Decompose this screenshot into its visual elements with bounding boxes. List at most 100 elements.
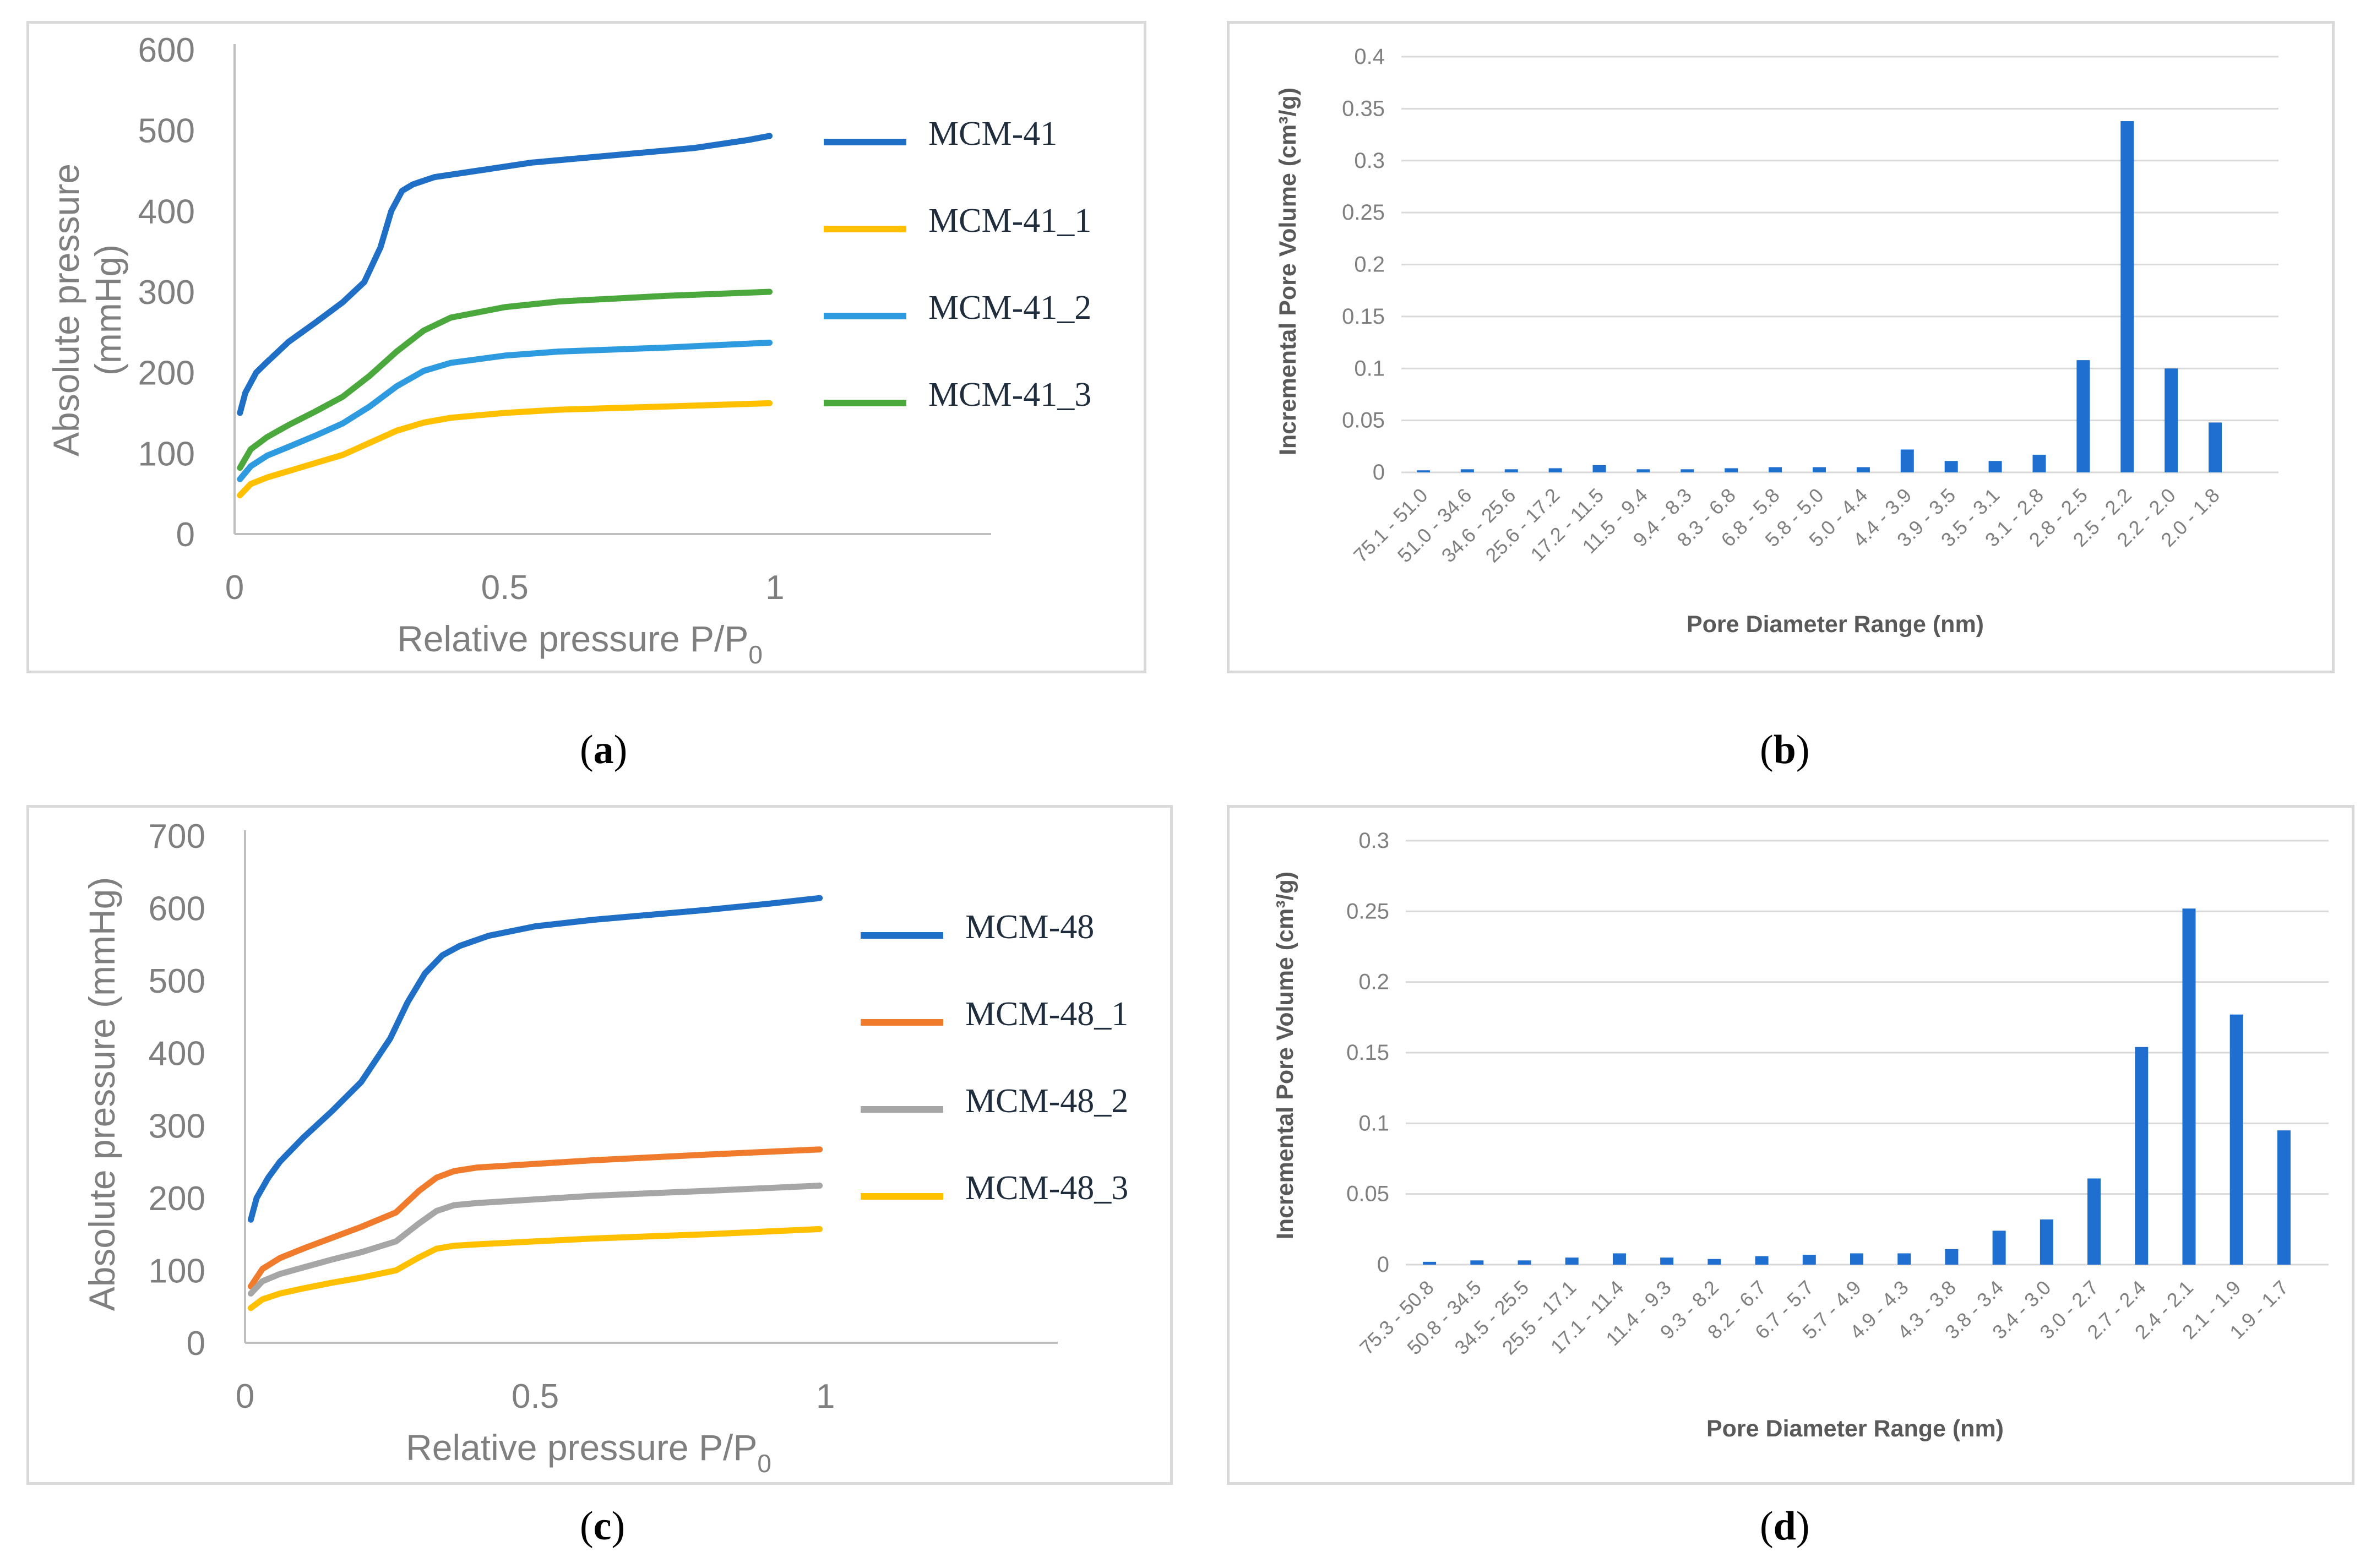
x-axis-title: Pore Diameter Range (nm) [1687,611,1984,638]
bar-3.4-3.0 [2040,1219,2053,1265]
bar-50.8-34.5 [1470,1260,1484,1265]
bar-34.6-25.6 [1504,469,1518,472]
y-tick-label: 0.2 [1358,970,1389,994]
series-line-mcm-41_3 [237,288,773,471]
bar-6.7-5.7 [1802,1255,1816,1265]
bar-11.5-9.4 [1636,469,1650,472]
legend-label-mcm-41_1: MCM-41_1 [928,202,1091,239]
x-tick-label: 1 [765,569,784,607]
x-axis-title-subscript: 0 [757,1449,771,1478]
y-tick-label: 0.4 [1354,45,1385,69]
y-axis-title: Incremental Pore Volume (cm³/g) [1275,88,1301,455]
y-axis-title-line: (mmHg) [88,244,128,375]
series-line-mcm-41 [237,133,773,416]
y-tick-label: 0 [1373,460,1385,484]
series-line-mcm-41_1 [237,400,773,499]
legend-label-mcm-41_3: MCM-41_3 [928,376,1091,413]
bar-4.3-3.8 [1945,1249,1959,1265]
bar-9.4-8.3 [1681,469,1694,472]
bar-2.7-2.4 [2135,1047,2149,1265]
caption-c: (c) [580,1504,626,1549]
y-tick-label: 0.15 [1342,304,1385,329]
series-line-mcm-48_2 [248,1183,823,1297]
bar-3.1-2.8 [2032,454,2046,472]
y-tick-label: 0.25 [1346,899,1389,923]
y-tick-label: 200 [149,1180,205,1218]
y-tick-label: 600 [149,890,205,928]
chart-c-svg: 0 100 200 300 400 500 600 700 0 0.5 1 Relative pres… [81,818,1128,1478]
bar-1.9-1.7 [2277,1130,2291,1265]
bar-2.4-2.1 [2182,908,2196,1265]
bar-9.3-8.2 [1707,1259,1721,1265]
bar-5.8-5.0 [1813,467,1826,472]
legend-label-mcm-48_3: MCM-48_3 [965,1169,1128,1207]
y-tick-label: 0.15 [1346,1041,1389,1065]
x-axis-title: Relative pressure P/P0 [406,1427,771,1478]
bar-5.0-4.4 [1856,467,1870,472]
series-line-mcm-48_1 [248,1146,823,1289]
bar-2.0-1.8 [2209,422,2222,472]
caption-b: (b) [1760,727,1810,772]
bar-8.2-6.7 [1755,1256,1769,1265]
bar-11.4-9.3 [1660,1257,1674,1265]
chart-b-svg: 00.050.10.150.20.250.30.350.475.1 - 51.0… [1275,45,2278,638]
series-line-mcm-48_3 [248,1226,823,1311]
legend-label-mcm-48_1: MCM-48_1 [965,995,1128,1033]
y-tick-label: 0.3 [1354,149,1385,173]
y-tick-label: 0.3 [1358,829,1389,853]
y-axis-title-line: Absolute pressure [46,164,86,456]
y-tick-label: 0.25 [1342,200,1385,225]
series-line-mcm-41_2 [237,339,773,482]
y-tick-label: 500 [138,112,195,150]
y-tick-label: 100 [138,435,195,473]
x-tick-label: 0.5 [481,569,529,607]
bar-75.1-51.0 [1416,470,1430,472]
y-tick-label: 400 [138,193,195,231]
y-tick-label: 100 [149,1252,205,1290]
panel-c: 0 100 200 300 400 500 600 700 0 0.5 1 Relative pres… [26,805,1173,1485]
y-axis-title: Absolute pressure (mmHg) [81,877,122,1311]
x-axis-title: Relative pressure P/P0 [397,618,763,669]
y-tick-label: 0 [1377,1253,1389,1277]
y-axis-title: Incremental Pore Volume (cm³/g) [1272,872,1298,1239]
panel-d: 0 0.05 0.1 0.15 0.2 0.25 0.3 75.3 - 50.8 50.8 - … [1227,805,2354,1485]
bar-3.5-3.1 [1988,461,2002,472]
chart-d-svg: 00.050.10.150.20.250.375.3 - 50.850.8 - … [1272,829,2329,1442]
y-tick-label: 200 [138,355,195,393]
y-tick-label: 0.1 [1354,356,1385,380]
y-tick-label: 0.1 [1358,1111,1389,1135]
y-tick-label: 300 [149,1107,205,1145]
bar-75.3-50.8 [1423,1261,1437,1265]
bar-17.2-11.5 [1592,465,1606,472]
bar-3.9-3.5 [1944,461,1958,472]
y-tick-label: 0.2 [1354,253,1385,277]
y-tick-label: 0 [176,516,195,554]
legend-label-mcm-48: MCM-48 [965,908,1094,946]
caption-d: (d) [1760,1504,1810,1549]
y-tick-label: 0 [187,1325,205,1363]
bar-2.8-2.5 [2076,360,2090,472]
bar-3.0-2.7 [2087,1178,2101,1265]
caption-a: (a) [580,727,628,772]
bar-4.9-4.3 [1897,1253,1911,1265]
bar-2.5-2.2 [2120,121,2134,472]
bar-51.0-34.6 [1460,469,1474,472]
legend-label-mcm-41_2: MCM-41_2 [928,289,1091,326]
y-tick-label: 0.35 [1342,96,1385,121]
y-tick-label: 700 [149,818,205,856]
series-line-mcm-48 [248,895,823,1223]
bar-4.4-3.9 [1900,449,1914,472]
y-tick-label: 0.05 [1342,409,1385,433]
x-tick-label: 0.5 [512,1378,559,1415]
bar-2.2-2.0 [2165,368,2178,472]
y-tick-label: 300 [138,274,195,312]
bar-6.8-5.8 [1769,467,1782,472]
bar-2.1-1.9 [2229,1014,2243,1265]
legend-label-mcm-48_2: MCM-48_2 [965,1082,1128,1120]
y-axis-title-line: Absolute pressure (mmHg) [81,877,122,1311]
y-tick-label: 600 [138,31,195,69]
x-axis-title-subscript: 0 [748,640,763,669]
y-axis-title: Absolute pressure(mmHg) [46,164,128,456]
y-tick-label: 500 [149,962,205,1000]
